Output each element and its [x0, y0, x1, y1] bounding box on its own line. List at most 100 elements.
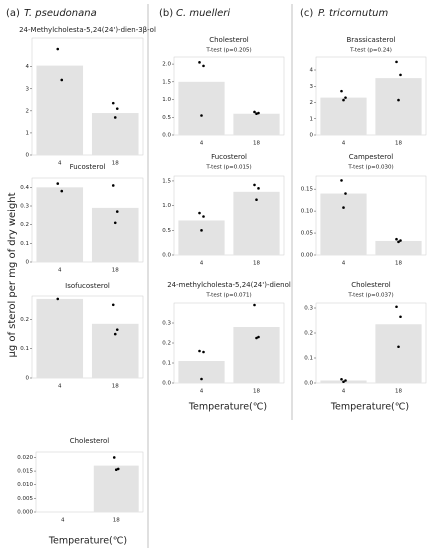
y-tick-label: 0.0 [162, 381, 171, 387]
x-tick-label: 4 [58, 161, 62, 167]
species: P. tricornutum [318, 8, 388, 19]
y-tick-label: 2 [310, 100, 314, 106]
y-tick-label: 0 [26, 153, 30, 159]
y-tick-label: 2.0 [162, 62, 171, 68]
y-tick-label: 1.0 [162, 203, 171, 209]
y-tick-label: 0.000 [17, 510, 33, 516]
y-tick-label: 1.5 [162, 79, 171, 85]
data-point [60, 78, 64, 82]
y-tick-label: 0 [310, 133, 314, 139]
x-tick-label: 18 [113, 518, 120, 524]
chart-title: Brassicasterol [347, 36, 396, 44]
data-point [202, 350, 205, 354]
data-point [200, 114, 203, 117]
y-tick-label: 0.005 [17, 496, 33, 502]
data-point [113, 332, 117, 336]
data-point [342, 98, 345, 102]
data-point [114, 468, 118, 472]
data-point [56, 47, 60, 51]
data-point [255, 112, 258, 116]
bar [178, 81, 225, 135]
data-point [399, 315, 402, 319]
data-point [397, 240, 400, 244]
bar [233, 191, 280, 255]
chart-title: 24-methylcholesta-5,24(24')-dienol [167, 281, 291, 289]
y-tick-label: 0.1 [162, 361, 171, 367]
x-tick-label: 4 [342, 389, 346, 395]
data-point [115, 210, 119, 213]
data-point [255, 336, 258, 340]
data-point [340, 89, 343, 93]
data-point [116, 467, 120, 471]
y-tick-label: 0.05 [301, 231, 314, 237]
data-point [395, 305, 398, 309]
chart-title: Cholesterol [70, 437, 110, 445]
y-tick-label: 3 [26, 86, 30, 92]
bar [91, 207, 139, 262]
data-point [255, 198, 258, 201]
y-tick-label: 0.0 [304, 381, 313, 387]
data-point [253, 183, 256, 187]
bar [36, 65, 84, 155]
y-tick-label: 0.0 [162, 253, 171, 259]
x-tick-label: 4 [200, 389, 204, 395]
x-tick-label: 18 [395, 389, 402, 395]
y-tick-label: 0.1 [304, 356, 313, 362]
x-tick-label: 18 [253, 261, 260, 267]
data-point [344, 192, 347, 195]
species: T. pseudonana [24, 8, 97, 19]
data-point [200, 229, 203, 232]
y-tick-label: 0.4 [20, 185, 29, 191]
x-tick-label: 4 [58, 268, 62, 274]
y-tick-label: 1 [310, 116, 314, 122]
data-point [60, 189, 64, 193]
chart-subtitle: T-test (p=0.071) [205, 293, 251, 299]
data-point [395, 60, 398, 64]
data-point [399, 73, 402, 77]
y-tick-label: 0.3 [304, 306, 313, 312]
data-point [56, 297, 60, 301]
data-point [113, 221, 117, 225]
y-tick-label: 0.00 [301, 253, 314, 259]
data-point [115, 328, 119, 331]
chart-subtitle: T-test (p=0.037) [347, 293, 393, 299]
bar [375, 78, 422, 135]
data-point [257, 335, 260, 339]
data-point [198, 211, 201, 215]
y-tick-label: 0.2 [304, 331, 313, 337]
y-tick-label: 1 [26, 130, 30, 136]
data-point [115, 107, 119, 110]
bar [233, 327, 280, 383]
x-tick-label: 4 [342, 261, 346, 267]
data-point [257, 187, 260, 190]
x-tick-label: 4 [342, 141, 346, 147]
y-tick-label: 1.5 [162, 178, 171, 184]
y-tick-label: 0.3 [162, 321, 171, 327]
y-tick-label: 0.5 [162, 115, 171, 121]
data-point [113, 116, 117, 119]
y-tick-label: 0.010 [17, 482, 33, 488]
data-point [198, 61, 201, 64]
bar [320, 193, 367, 255]
y-tick-label: 3 [310, 84, 314, 90]
x-tick-label: 4 [58, 384, 62, 390]
x-tick-label: 4 [200, 141, 204, 147]
y-tick-label: 0 [26, 260, 30, 266]
column-label: (c) [300, 8, 313, 19]
data-point [202, 215, 205, 218]
x-tick-label: 18 [253, 141, 260, 147]
bar [320, 97, 367, 135]
data-point [397, 98, 400, 102]
y-tick-label: 0.3 [20, 204, 29, 210]
y-tick-label: 0.1 [20, 346, 29, 352]
data-point [198, 349, 201, 353]
y-tick-label: 0.1 [20, 241, 29, 247]
chart-title: Cholesterol [351, 281, 391, 289]
bar [36, 187, 84, 262]
chart-subtitle: T-test (p=0.030) [347, 165, 393, 171]
x-tick-label: 4 [61, 518, 65, 524]
y-tick-label: 2 [26, 108, 30, 114]
data-point [399, 239, 402, 242]
y-tick-label: 0.020 [17, 455, 33, 461]
x-tick-label: 18 [112, 268, 119, 274]
